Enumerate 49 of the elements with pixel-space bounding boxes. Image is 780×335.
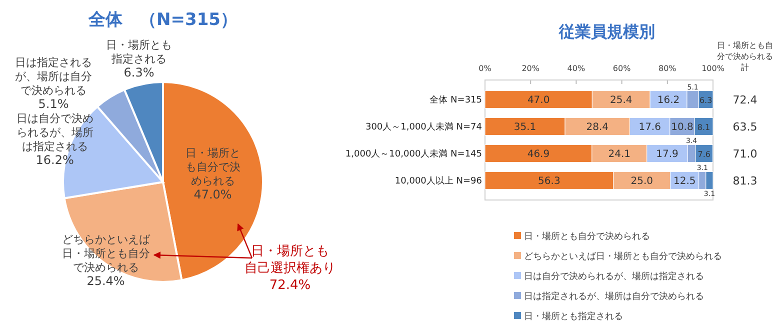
legend-label: どちらかといえば日・場所とも自分で決められる	[524, 251, 722, 262]
legend-label: 日・場所とも指定される	[524, 311, 623, 322]
text: 日・場所とも自己選択権あり	[244, 244, 336, 276]
y-tick-label: 全体 N=315	[430, 94, 482, 106]
data-label: 25.4%	[86, 274, 125, 288]
data-label: 17.9	[656, 148, 678, 160]
data-label: 6.3	[699, 96, 712, 106]
data-label: 47.0%	[194, 187, 232, 202]
data-label: 24.1	[608, 148, 631, 160]
chart-title: 全体 （N=315）	[88, 10, 238, 30]
x-tick-label: 80%	[658, 64, 677, 73]
x-tick-label: 100%	[702, 64, 725, 73]
slice-label: 日・場所とも自分で決められる	[185, 146, 240, 188]
slice-label: 日は自分で決められるが、場所は指定される	[16, 112, 94, 154]
data-label: 10.8	[671, 122, 694, 134]
text: 63.5	[732, 120, 758, 134]
y-tick-label: 300人～1,000人未満 N=74	[365, 122, 482, 133]
slice-label: 日・場所とも指定される	[106, 38, 172, 66]
slice-label: 日は指定されるが、場所は自分で決められる	[14, 56, 92, 97]
x-tick-label: 20%	[522, 64, 540, 73]
data-label: 12.5	[673, 176, 696, 187]
x-tick-label: 60%	[612, 64, 632, 73]
legend-label: 日は自分で決められるが、場所は指定される	[524, 271, 704, 282]
data-label: 16.2%	[36, 153, 74, 168]
data-label: 35.1	[514, 122, 536, 134]
data-label: 25.4	[610, 95, 632, 106]
legend-label: 日・場所とも自分で決められる	[524, 231, 650, 242]
x-tick-label: 40%	[567, 64, 586, 73]
data-label: 16.2	[657, 95, 680, 106]
text: 72.4%	[269, 278, 311, 293]
y-tick-label: 10,000人以上 N=96	[394, 175, 482, 186]
text: 71.0	[732, 147, 758, 160]
data-label: 8.1	[697, 123, 710, 132]
x-tick-label: 0%	[478, 64, 492, 73]
data-label: 47.0	[527, 95, 550, 106]
data-label: 56.3	[538, 176, 560, 187]
data-label: 46.9	[527, 148, 550, 160]
y-tick-label: 1,000人～10,000人未満 N=145	[345, 148, 482, 160]
text: 72.4	[732, 94, 758, 107]
text: 81.3	[732, 174, 758, 188]
data-label: 6.3%	[124, 65, 154, 80]
data-label: 25.0	[630, 176, 653, 187]
data-label: 28.4	[586, 122, 609, 134]
slice-label: どちらかといえば日・場所とも自分で決められる	[62, 232, 151, 274]
data-label: 7.6	[698, 150, 710, 159]
legend-label: 日は指定されるが、場所は自分で決められる	[524, 291, 704, 302]
data-label: 5.1%	[38, 96, 69, 111]
data-label: 17.6	[638, 122, 661, 134]
chart-title: 従業員規模別	[558, 22, 655, 41]
